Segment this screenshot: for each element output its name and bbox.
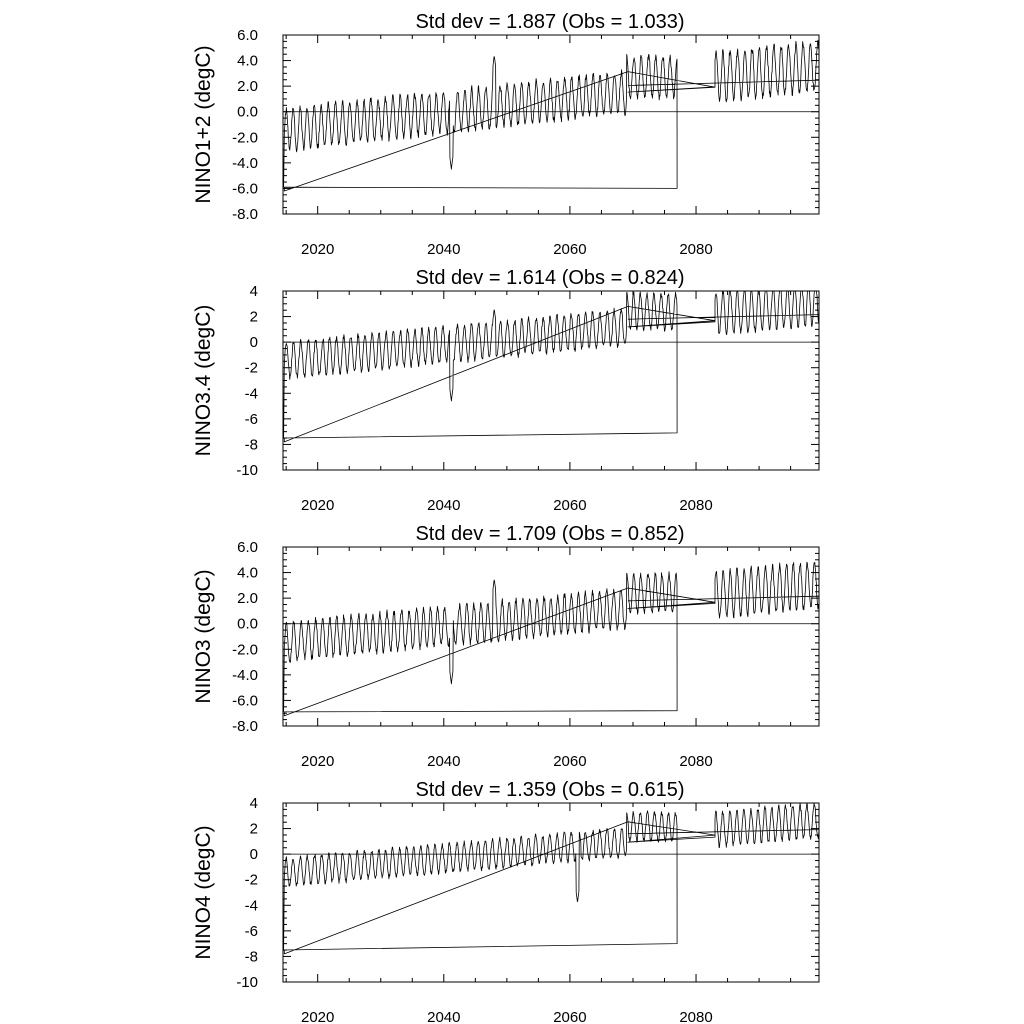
panel-nino4: Std dev = 1.359 (Obs = 0.615) NINO4 (degC…	[192, 779, 820, 1024]
chart-panels: Std dev = 1.887 (Obs = 1.033) NINO1+2 (de…	[192, 11, 820, 1024]
panel-nino3: Std dev = 1.709 (Obs = 0.852) NINO3 (degC…	[192, 523, 820, 770]
plot-frame	[282, 290, 820, 471]
index-time-series-line	[283, 802, 820, 955]
panel-title: Std dev = 1.709 (Obs = 0.852)	[415, 523, 684, 545]
panel-title: Std dev = 1.359 (Obs = 0.615)	[415, 779, 684, 801]
y-axis-label: NINO3 (degC)	[192, 569, 215, 703]
panel-nino12: Std dev = 1.887 (Obs = 1.033) NINO1+2 (de…	[192, 11, 820, 258]
plot-frame	[282, 546, 820, 727]
x-tick-label: 2020	[301, 1009, 334, 1024]
x-tick-label: 2020	[301, 497, 334, 514]
x-tick-label: 2060	[553, 753, 586, 770]
panel-title: Std dev = 1.614 (Obs = 0.824)	[415, 267, 684, 289]
panel-title: Std dev = 1.887 (Obs = 1.033)	[415, 11, 684, 33]
y-tick-label: -8.0	[232, 718, 258, 735]
y-tick-label: 2	[250, 821, 258, 838]
y-tick-label: -4.0	[232, 155, 258, 172]
y-tick-label: 0.0	[237, 616, 258, 633]
y-tick-label: -4	[245, 897, 258, 914]
y-tick-label: -6	[245, 411, 258, 428]
x-tick-label: 2060	[553, 497, 586, 514]
y-tick-label: 2.0	[237, 78, 258, 95]
y-tick-label: 0	[250, 334, 258, 351]
x-tick-label: 2020	[301, 241, 334, 258]
y-tick-label: 0	[250, 846, 258, 863]
x-tick-label: 2040	[427, 1009, 460, 1024]
y-tick-label: -4	[245, 385, 258, 402]
x-tick-label: 2080	[679, 497, 712, 514]
x-tick-label: 2060	[553, 1009, 586, 1024]
y-tick-label: -6	[245, 923, 258, 940]
y-tick-label: -6.0	[232, 180, 258, 197]
y-axis-label: NINO1+2 (degC)	[192, 45, 215, 203]
index-time-series-line	[283, 39, 820, 192]
y-tick-label: -6.0	[232, 692, 258, 709]
y-tick-label: 2	[250, 309, 258, 326]
y-tick-label: -2.0	[232, 641, 258, 658]
index-time-series-line	[283, 290, 820, 443]
y-tick-label: -2.0	[232, 129, 258, 146]
x-tick-label: 2040	[427, 497, 460, 514]
x-tick-label: 2040	[427, 753, 460, 770]
y-tick-label: 6.0	[237, 27, 258, 44]
y-axis-label: NINO4 (degC)	[192, 825, 215, 959]
y-axis-label: NINO3.4 (degC)	[192, 305, 215, 457]
x-tick-label: 2020	[301, 753, 334, 770]
y-tick-label: -2	[245, 872, 258, 889]
x-tick-label: 2080	[679, 753, 712, 770]
panel-nino34: Std dev = 1.614 (Obs = 0.824) NINO3.4 (de…	[192, 267, 820, 514]
y-tick-label: 4.0	[237, 565, 258, 582]
y-tick-label: -2	[245, 360, 258, 377]
x-tick-label: 2080	[679, 241, 712, 258]
y-tick-label: -8	[245, 948, 258, 965]
y-tick-label: -10	[236, 974, 258, 991]
y-tick-label: 2.0	[237, 590, 258, 607]
y-tick-label: 0.0	[237, 104, 258, 121]
y-tick-label: 4	[250, 283, 258, 300]
y-tick-label: -4.0	[232, 667, 258, 684]
y-tick-label: -8	[245, 436, 258, 453]
index-time-series-line	[283, 561, 820, 717]
y-tick-label: 4.0	[237, 53, 258, 70]
x-tick-label: 2040	[427, 241, 460, 258]
x-tick-label: 2060	[553, 241, 586, 258]
x-tick-label: 2080	[679, 1009, 712, 1024]
y-tick-label: 4	[250, 795, 258, 812]
y-tick-label: -10	[236, 462, 258, 479]
y-tick-label: 6.0	[237, 539, 258, 556]
y-tick-label: -8.0	[232, 206, 258, 223]
